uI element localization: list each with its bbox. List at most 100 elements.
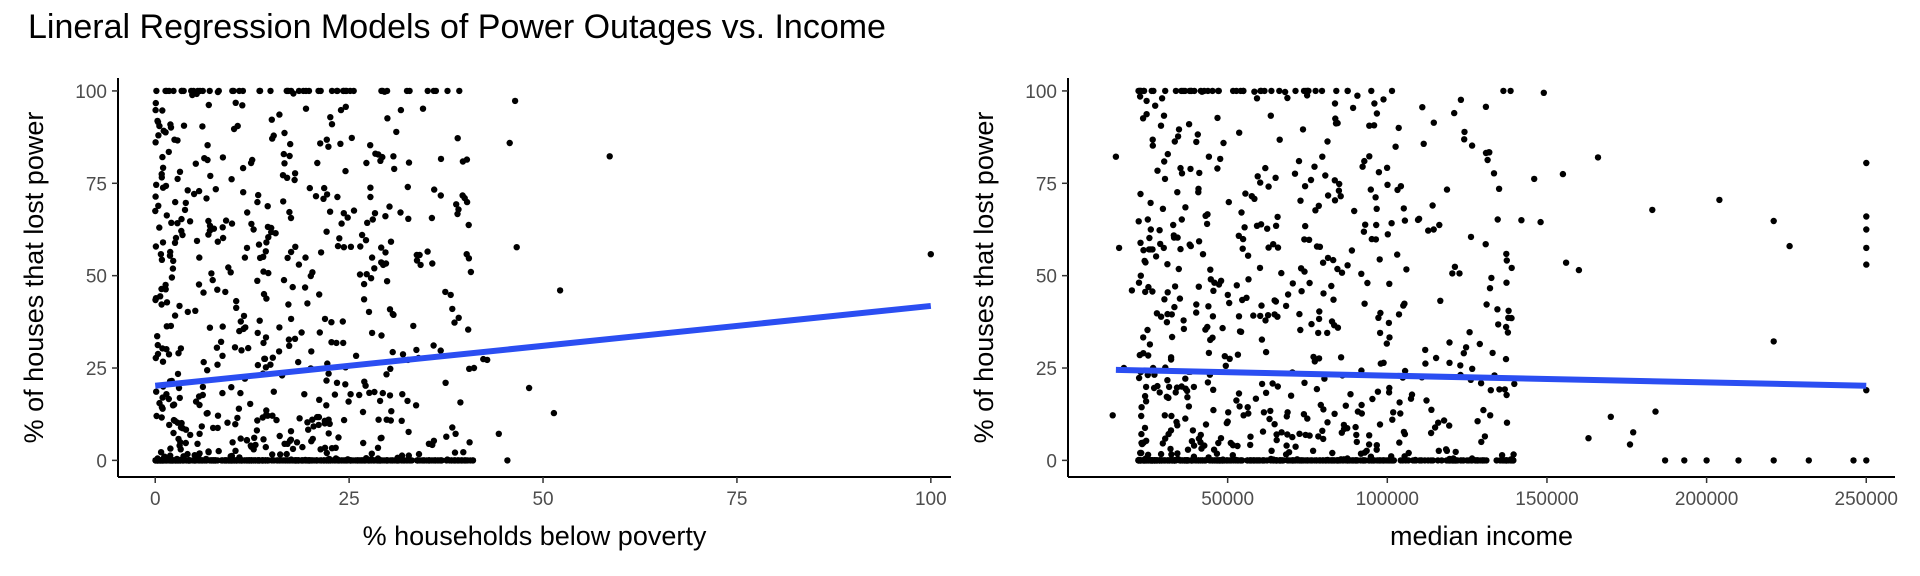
data-point — [241, 254, 249, 261]
data-point — [419, 105, 427, 112]
data-point — [306, 184, 313, 192]
data-point — [217, 338, 225, 345]
data-point — [388, 408, 395, 415]
data-point — [1168, 457, 1176, 464]
data-point — [1562, 259, 1570, 266]
data-point — [178, 215, 185, 223]
data-point — [1138, 404, 1145, 411]
data-point — [212, 186, 219, 193]
data-point — [162, 87, 169, 95]
data-point — [1850, 457, 1857, 464]
data-point — [1376, 421, 1384, 428]
data-point — [1315, 329, 1322, 337]
data-point — [1451, 109, 1458, 117]
data-point — [1150, 384, 1158, 392]
data-point — [1462, 344, 1470, 351]
data-point — [1213, 457, 1220, 464]
data-point — [327, 114, 334, 121]
data-point — [1392, 143, 1399, 150]
data-point — [1152, 102, 1159, 109]
data-point — [1198, 445, 1205, 452]
data-point — [174, 175, 181, 183]
data-point — [1184, 446, 1192, 453]
data-point — [1594, 154, 1602, 161]
x-tick-label: 0 — [150, 489, 161, 510]
data-point — [1183, 387, 1191, 395]
data-point — [1681, 457, 1688, 464]
data-point — [323, 449, 330, 457]
data-point — [449, 305, 456, 313]
data-point — [298, 329, 305, 336]
data-point — [1301, 183, 1309, 190]
data-point — [424, 87, 431, 95]
data-point — [321, 315, 329, 323]
data-point — [1239, 245, 1246, 252]
data-point — [262, 248, 269, 255]
data-point — [1498, 452, 1506, 459]
data-point — [1161, 158, 1168, 165]
data-point — [260, 436, 267, 443]
data-point — [367, 142, 374, 149]
data-point — [1315, 202, 1323, 209]
data-point — [1220, 139, 1227, 147]
data-point — [1148, 87, 1155, 95]
data-point — [219, 389, 226, 397]
data-point — [1165, 394, 1172, 402]
data-point — [1156, 389, 1163, 396]
data-point — [1180, 317, 1187, 324]
data-point — [1209, 313, 1217, 320]
data-point — [428, 457, 435, 464]
data-point — [1322, 172, 1329, 179]
data-point — [465, 255, 473, 262]
data-point — [1415, 215, 1423, 222]
data-point — [247, 400, 254, 408]
data-point — [1229, 452, 1237, 459]
data-point — [228, 220, 236, 227]
data-point — [1144, 216, 1152, 223]
data-point — [1429, 457, 1437, 464]
data-point — [352, 352, 360, 359]
data-point — [1320, 435, 1327, 443]
data-point — [209, 276, 216, 284]
data-point — [1258, 302, 1265, 309]
data-point — [237, 435, 244, 442]
y-tick-label: 0 — [1046, 451, 1057, 472]
data-point — [1202, 212, 1209, 219]
data-point — [214, 286, 221, 293]
data-point — [1434, 457, 1442, 464]
data-point — [342, 167, 349, 175]
data-point — [153, 87, 160, 95]
data-point — [1518, 217, 1525, 224]
data-point — [162, 182, 170, 190]
data-point — [172, 198, 179, 206]
data-point — [1446, 339, 1453, 346]
data-point — [215, 447, 222, 455]
data-point — [237, 318, 244, 325]
data-point — [1137, 272, 1145, 279]
data-point — [1205, 303, 1212, 310]
data-point — [437, 347, 444, 354]
data-point — [1285, 449, 1293, 456]
data-point — [174, 370, 182, 378]
data-point — [225, 264, 232, 271]
data-point — [196, 430, 203, 437]
data-point — [1217, 155, 1224, 163]
data-point — [190, 190, 198, 198]
data-point — [154, 341, 161, 349]
data-point — [1626, 441, 1634, 448]
data-point — [1274, 213, 1281, 221]
data-point — [1319, 259, 1327, 266]
data-point — [1154, 167, 1161, 174]
data-point — [1365, 457, 1373, 464]
data-point — [1435, 447, 1443, 454]
data-point — [1160, 244, 1168, 252]
data-point — [1290, 457, 1297, 464]
data-point — [285, 301, 292, 308]
data-point — [243, 436, 251, 444]
data-point — [1221, 353, 1229, 360]
data-point — [1531, 175, 1538, 183]
data-point — [1159, 205, 1167, 212]
data-point — [1431, 424, 1439, 431]
data-point — [168, 219, 175, 226]
data-point — [1312, 87, 1319, 95]
